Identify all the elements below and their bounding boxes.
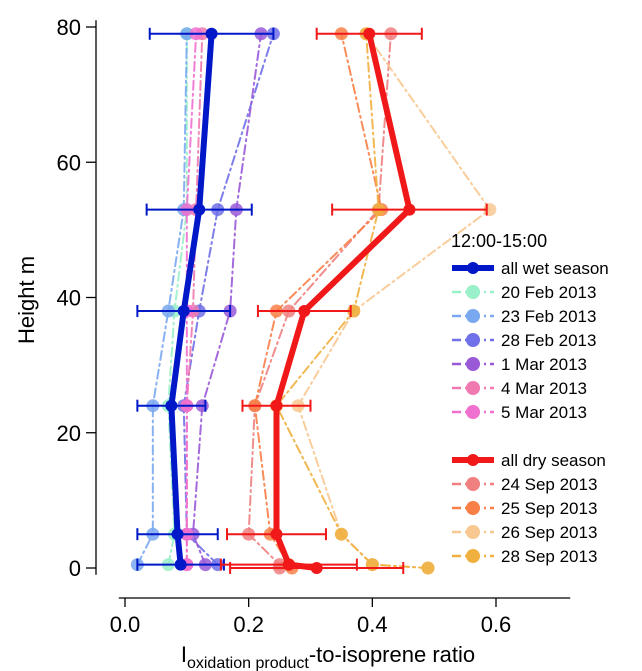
legend-swatch-marker	[466, 501, 480, 515]
legend-label: 5 Mar 2013	[501, 403, 587, 422]
y-tick-label: 20	[57, 421, 81, 446]
legend-label: 24 Sep 2013	[501, 475, 597, 494]
y-axis-label: Height m	[14, 256, 39, 344]
series-28-sep-2013	[269, 27, 435, 575]
data-point	[193, 203, 206, 216]
data-point	[334, 527, 348, 541]
x-axis-label-prefix: I	[181, 642, 187, 667]
data-point	[270, 399, 283, 412]
legend-swatch-marker	[466, 405, 480, 419]
legend-swatch-marker	[466, 333, 480, 347]
series-line	[247, 32, 392, 569]
legend-label: 1 Mar 2013	[501, 355, 587, 374]
legend-item: 4 Mar 2013	[452, 379, 587, 398]
data-point	[310, 562, 323, 574]
legend-swatch-marker	[466, 381, 480, 395]
legend-item: 28 Sep 2013	[452, 547, 597, 566]
legend-label: 20 Feb 2013	[501, 283, 596, 302]
legend-item: 23 Feb 2013	[452, 307, 596, 326]
data-point	[171, 528, 184, 541]
series-all-wet-season	[136, 27, 275, 571]
data-point	[298, 305, 311, 318]
data-point	[174, 558, 187, 571]
legend-item: 1 Mar 2013	[452, 355, 587, 374]
data-point	[403, 203, 416, 216]
series-line	[273, 30, 413, 571]
series-line	[182, 32, 275, 566]
x-tick-label: 0.0	[110, 612, 141, 637]
y-tick-label: 60	[57, 150, 81, 175]
legend-item: 28 Feb 2013	[452, 331, 596, 350]
x-tick-label: 0.6	[481, 612, 512, 637]
x-axis-label-subscript: oxidation product	[187, 655, 309, 671]
legend-item: 5 Mar 2013	[452, 403, 587, 422]
y-tick-label: 40	[57, 286, 81, 311]
x-axis-label: Ioxidation product-to-isoprene ratio	[181, 642, 475, 671]
data-point	[165, 399, 178, 412]
plot-area	[130, 27, 497, 575]
legend-item: 20 Feb 2013	[452, 283, 596, 302]
legend-swatch-marker	[466, 525, 480, 539]
legend-swatch-marker	[466, 549, 480, 563]
legend: 12:00-15:00 all wet season 20 Feb 2013 23 …	[451, 231, 609, 566]
series-line	[297, 32, 491, 569]
legend-label: 25 Sep 2013	[501, 499, 597, 518]
legend-item: all dry season	[452, 451, 606, 470]
legend-swatch-marker	[467, 262, 479, 274]
legend-swatch-marker	[466, 309, 480, 323]
y-tick-label: 80	[57, 15, 81, 40]
data-point	[282, 558, 295, 571]
legend-item: 25 Sep 2013	[452, 499, 597, 518]
series-all-dry-season	[219, 27, 488, 574]
legend-swatch-marker	[466, 357, 480, 371]
data-point	[421, 561, 435, 575]
series-line	[136, 32, 188, 566]
data-point	[363, 27, 376, 40]
legend-label: all dry season	[501, 451, 606, 470]
axes: 0.0 0.2 0.4 0.6 0 20 40 60 80	[57, 15, 571, 637]
legend-label: 23 Feb 2013	[501, 307, 596, 326]
legend-label: all wet season	[501, 259, 609, 278]
x-axis-label-suffix: -to-isoprene ratio	[309, 642, 475, 667]
series-line	[185, 32, 204, 566]
legend-label: 28 Sep 2013	[501, 547, 597, 566]
data-point	[205, 27, 218, 40]
legend-item: all wet season	[452, 259, 609, 278]
data-point	[365, 558, 379, 572]
legend-label: 4 Mar 2013	[501, 379, 587, 398]
legend-title: 12:00-15:00	[451, 231, 547, 251]
legend-swatch-marker	[466, 285, 480, 299]
y-tick-label: 0	[69, 556, 81, 581]
series-26-sep-2013	[291, 27, 497, 575]
legend-item: 26 Sep 2013	[452, 523, 597, 542]
x-tick-label: 0.4	[357, 612, 388, 637]
legend-item: 24 Sep 2013	[452, 475, 597, 494]
legend-swatch-marker	[467, 454, 479, 466]
data-point	[270, 528, 283, 541]
series-line	[275, 32, 429, 569]
legend-swatch-marker	[466, 477, 480, 491]
legend-label: 28 Feb 2013	[501, 331, 596, 350]
data-point	[177, 305, 190, 318]
x-tick-label: 0.2	[233, 612, 264, 637]
legend-label: 26 Sep 2013	[501, 523, 597, 542]
